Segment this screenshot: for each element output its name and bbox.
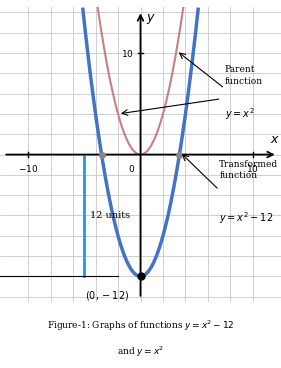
Text: $-10$: $-10$ bbox=[18, 163, 38, 174]
Text: $x$: $x$ bbox=[271, 134, 280, 146]
Text: and $y = x^2$: and $y = x^2$ bbox=[117, 345, 164, 359]
Text: $y$: $y$ bbox=[146, 13, 156, 26]
Text: $y = x^2$: $y = x^2$ bbox=[225, 106, 255, 122]
Text: $y = x^2-12$: $y = x^2-12$ bbox=[219, 210, 273, 226]
Text: Transformed
function: Transformed function bbox=[219, 160, 278, 180]
Text: 12 units: 12 units bbox=[90, 211, 130, 220]
Text: $0$: $0$ bbox=[128, 163, 135, 174]
Text: $10$: $10$ bbox=[246, 163, 259, 174]
Text: Figure-1: Graphs of functions $y = x^2 - 12$: Figure-1: Graphs of functions $y = x^2 -… bbox=[47, 318, 234, 333]
Text: Parent
function: Parent function bbox=[225, 66, 263, 85]
Text: $10$: $10$ bbox=[121, 47, 134, 59]
Text: $(0, -12)$: $(0, -12)$ bbox=[85, 289, 129, 301]
